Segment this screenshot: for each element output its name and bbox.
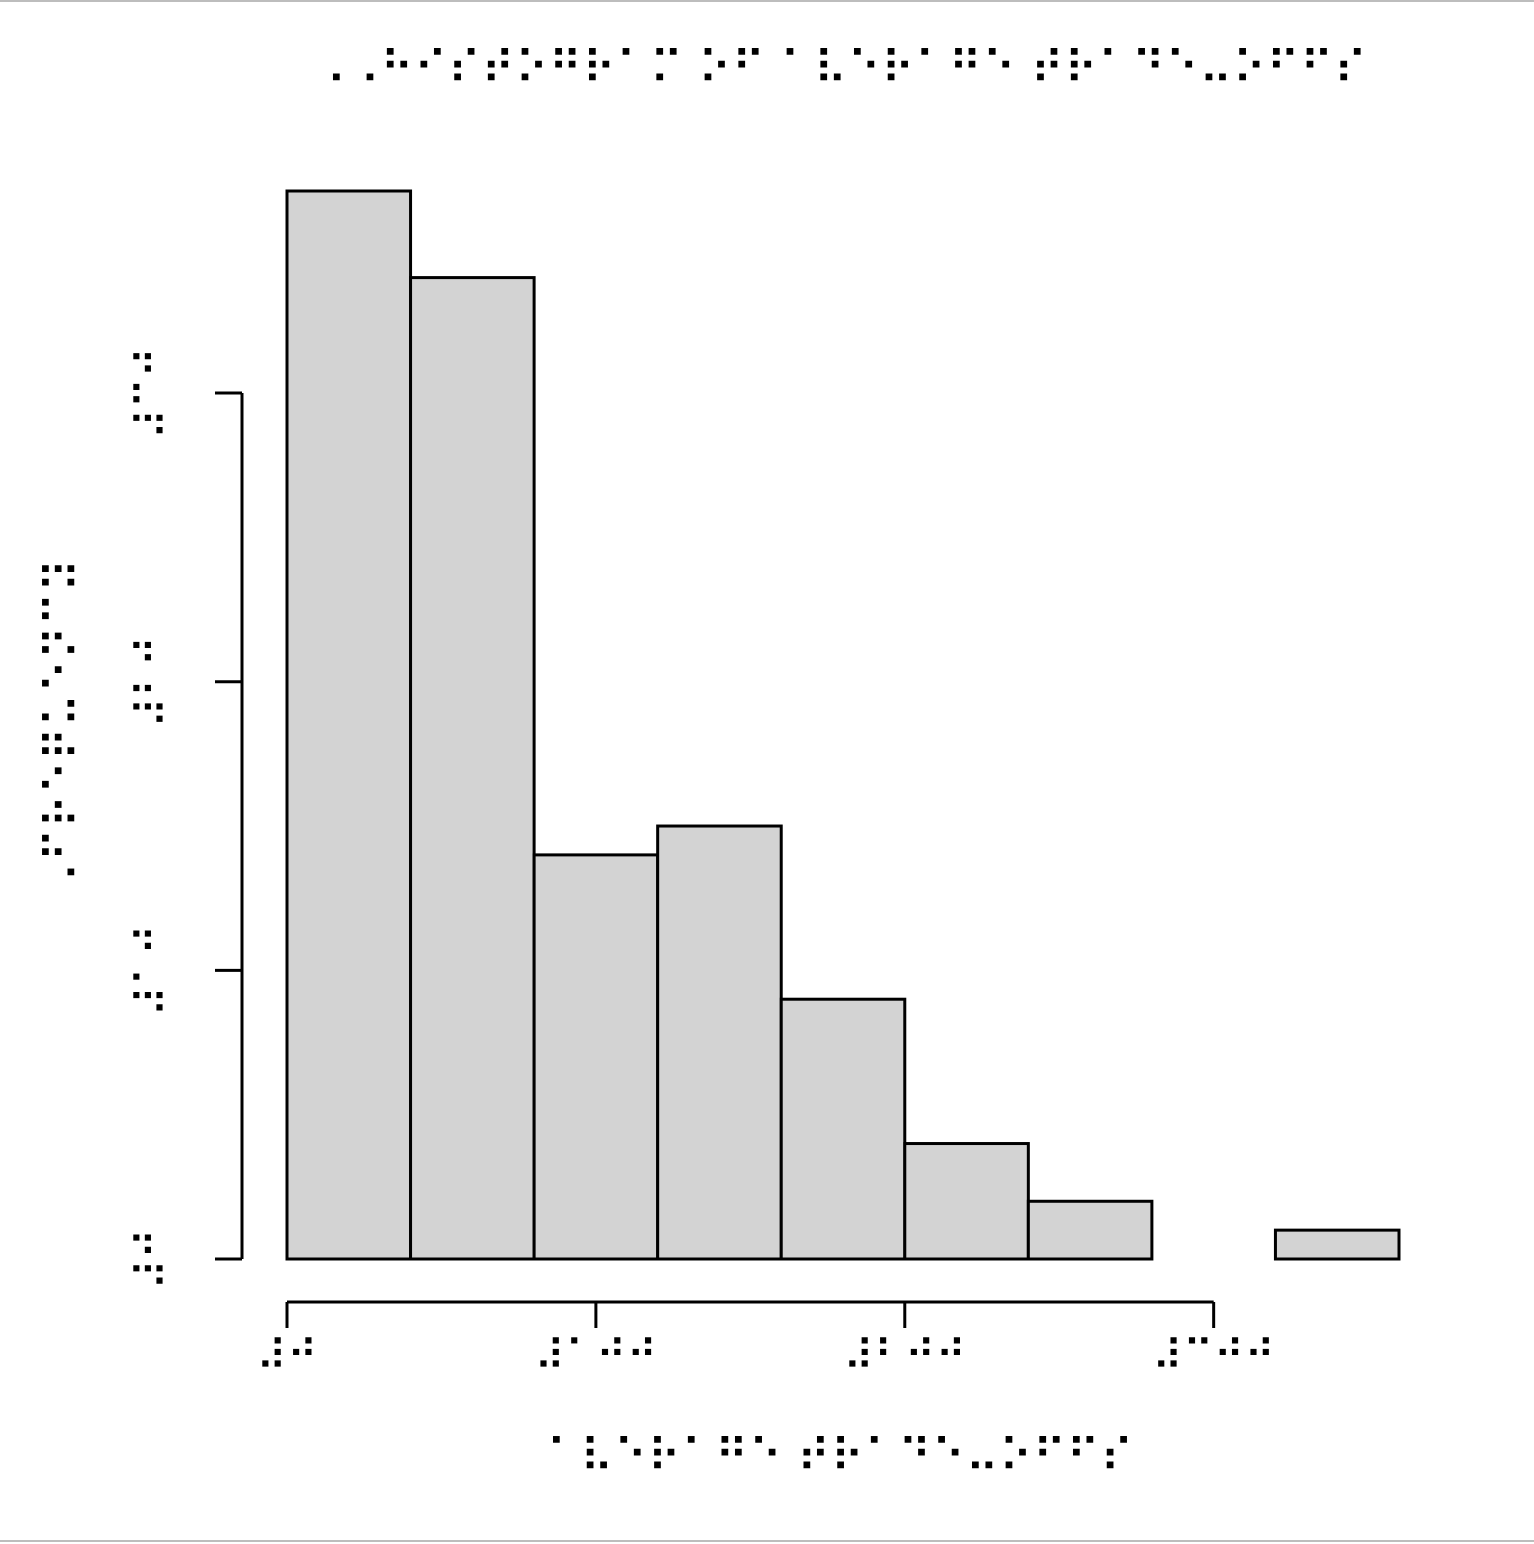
histogram-bar — [285, 189, 413, 1261]
chart-title: ⠠⠠⠓⠊⠎⠞⠕⠛⠗⠁⠍ ⠕⠋ ⠁⠧⠑⠗⠁⠛⠑ ⠞⠗⠁⠙⠑⠤⠕⠋⠋⠎ — [313, 41, 1368, 95]
y-tick-label: ⠼⠉⠚ — [127, 347, 176, 439]
x-axis-label: ⠁⠧⠑⠗⠁⠛⠑ ⠞⠗⠁⠙⠑⠤⠕⠋⠋⠎ — [546, 1429, 1133, 1483]
x-tick-label: ⠼⠉⠚⠚ — [1152, 1331, 1275, 1380]
y-tick-label: ⠼⠃⠚ — [127, 636, 176, 728]
histogram-bar — [1026, 1199, 1154, 1261]
histogram-bar — [1273, 1228, 1401, 1261]
x-axis: ⠼⠚ ⠼⠁⠚⠚ ⠼⠃⠚⠚ ⠼⠉⠚⠚ — [256, 1300, 1275, 1380]
bars-group — [285, 189, 1401, 1261]
histogram-bar — [409, 276, 536, 1261]
histogram-bar — [903, 1142, 1030, 1261]
y-tick-label: ⠼⠁⠚ — [127, 924, 176, 1016]
y-axis-label: ⠠⠋⠗⠑⠟⠥⠑⠝⠉⠽ — [35, 559, 89, 896]
x-tick-label: ⠼⠃⠚⠚ — [843, 1331, 966, 1380]
x-tick-label: ⠼⠁⠚⠚ — [534, 1331, 657, 1380]
histogram-bar — [779, 997, 907, 1261]
y-axis: ⠼⠚ ⠼⠁⠚ ⠼⠃⠚ ⠼⠉⠚ — [127, 347, 244, 1290]
histogram-bar — [532, 853, 660, 1261]
y-tick-label: ⠼⠚ — [127, 1228, 176, 1290]
x-tick-label: ⠼⠚ — [256, 1331, 318, 1380]
histogram-bar — [656, 824, 783, 1261]
